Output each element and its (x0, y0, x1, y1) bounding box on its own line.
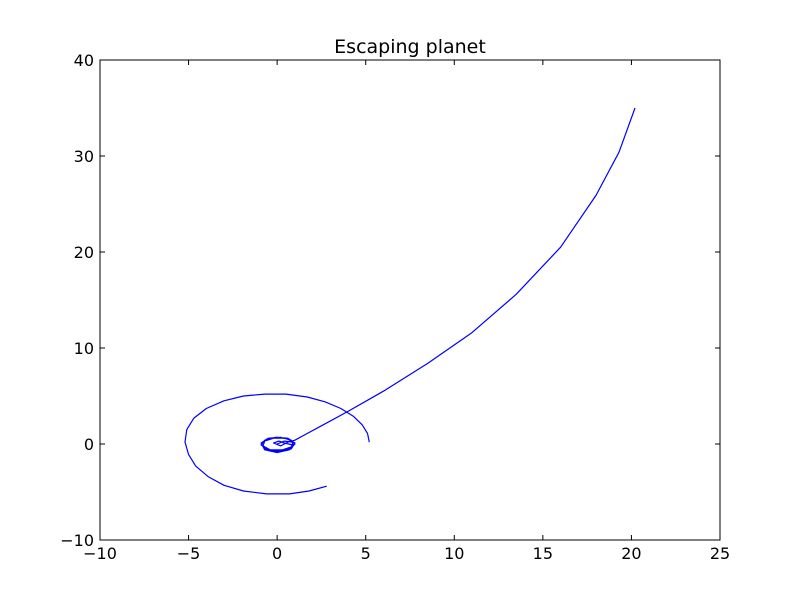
y-tick-label: 40 (74, 51, 94, 70)
x-tick-label: 25 (710, 544, 730, 563)
x-tick-label: −10 (83, 544, 117, 563)
plot-series-group (184, 107, 636, 495)
y-tick-label: 30 (74, 147, 94, 166)
series-line-0 (260, 107, 636, 454)
y-tick-label: 10 (74, 339, 94, 358)
x-tick-label: 15 (533, 544, 553, 563)
chart-title: Escaping planet (334, 36, 486, 58)
x-tick-label: −5 (177, 544, 201, 563)
x-tick-label: 20 (621, 544, 641, 563)
series-line-1 (184, 393, 370, 495)
x-tick-label: 10 (444, 544, 464, 563)
plot-area-frame (99, 59, 721, 541)
x-tick-label: 5 (361, 544, 371, 563)
y-tick-label: −10 (60, 531, 94, 550)
axis-ticks-group: −10 −5 0 5 10 15 20 25 −10 0 10 20 30 40 (60, 51, 730, 563)
x-tick-label: 0 (272, 544, 282, 563)
y-tick-label: 0 (84, 435, 94, 454)
y-tick-label: 20 (74, 243, 94, 262)
